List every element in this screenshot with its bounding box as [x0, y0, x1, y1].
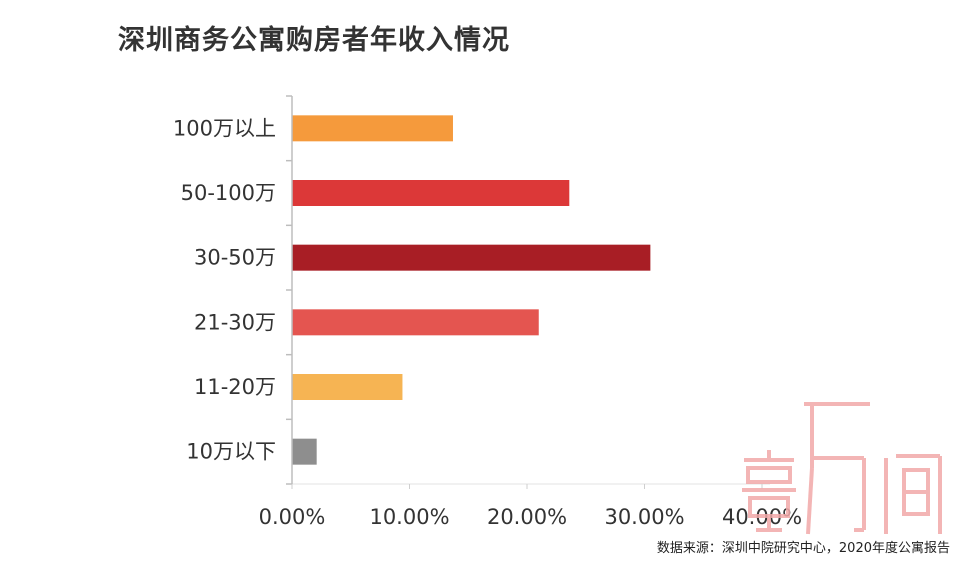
category-label: 11-20万	[194, 375, 276, 399]
category-label: 21-30万	[194, 310, 276, 334]
bars-group	[292, 115, 651, 465]
x-tick-label: 20.00%	[487, 505, 567, 529]
x-tick-label: 30.00%	[604, 505, 684, 529]
category-label: 50-100万	[181, 181, 276, 205]
category-labels: 100万以上 50-100万 30-50万 21-30万 11-20万 10万以下	[173, 116, 276, 463]
x-axis: 0.00% 10.00% 20.00% 30.00% 40.00%	[259, 483, 802, 529]
bar	[292, 244, 651, 271]
bar	[292, 438, 317, 465]
y-axis-ticks	[286, 95, 292, 485]
source-note: 数据来源：深圳中院研究中心，2020年度公寓报告	[656, 541, 950, 556]
bar	[292, 374, 403, 400]
brand-watermark-logo	[742, 402, 942, 535]
chart-title: 深圳商务公寓购房者年收入情况	[118, 25, 510, 56]
x-tick-label: 10.00%	[369, 505, 449, 529]
bar	[292, 309, 539, 336]
bar	[292, 180, 570, 206]
x-tick-label: 0.00%	[259, 505, 326, 529]
bar	[292, 115, 453, 142]
category-label: 10万以下	[186, 440, 276, 464]
category-label: 30-50万	[194, 246, 276, 270]
category-label: 100万以上	[173, 116, 276, 140]
